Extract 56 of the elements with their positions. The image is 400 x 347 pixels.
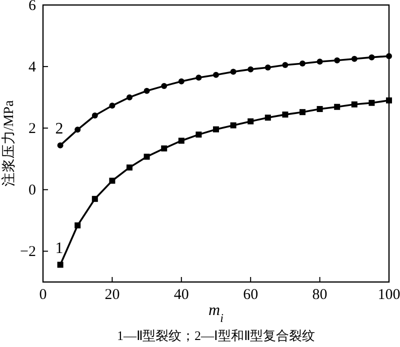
y-tick-label: 2 xyxy=(28,121,36,138)
y-axis-title: 注浆压力/MPa xyxy=(1,100,17,187)
point xyxy=(213,72,219,78)
point xyxy=(351,56,358,62)
x-tick-label: 0 xyxy=(39,287,47,303)
point xyxy=(264,114,271,121)
point xyxy=(144,154,150,160)
point xyxy=(282,62,288,68)
y-tick-label: 4 xyxy=(28,60,36,76)
y-tick-label: 6 xyxy=(28,0,36,14)
y-tick-label: 0 xyxy=(28,182,36,199)
point xyxy=(248,118,254,124)
point xyxy=(161,145,168,152)
y-tick-label: −2 xyxy=(20,244,36,260)
point xyxy=(92,112,98,118)
point xyxy=(144,88,150,94)
point xyxy=(230,68,236,75)
x-tick-label: 60 xyxy=(243,287,258,303)
point xyxy=(178,78,184,84)
x-tick-label: 80 xyxy=(312,287,328,303)
point xyxy=(282,112,288,118)
point xyxy=(300,109,306,116)
point xyxy=(196,132,202,138)
point xyxy=(109,102,116,109)
point xyxy=(248,66,254,72)
point xyxy=(213,126,219,132)
point xyxy=(368,100,375,106)
point xyxy=(230,122,236,128)
series-label: 1 xyxy=(55,240,64,257)
point xyxy=(368,54,375,60)
point xyxy=(57,262,64,268)
series-label: 2 xyxy=(55,120,64,138)
text: 1—Ⅱ型裂纹；2—Ⅰ型和Ⅱ型复合裂纹 xyxy=(117,328,315,343)
point xyxy=(178,138,184,144)
point xyxy=(351,101,358,108)
point xyxy=(57,142,64,148)
point xyxy=(334,57,340,64)
point xyxy=(126,94,132,100)
x-tick-label: 100 xyxy=(378,287,400,303)
x-tick-label: 20 xyxy=(104,287,120,303)
point xyxy=(386,53,392,60)
point xyxy=(300,60,306,66)
point xyxy=(334,104,340,110)
point xyxy=(316,106,323,112)
x-tick-label: 40 xyxy=(174,287,189,303)
point xyxy=(196,74,202,81)
point xyxy=(74,222,81,228)
point xyxy=(386,97,392,104)
point xyxy=(74,126,81,133)
point xyxy=(126,164,132,171)
x-axis-title: m$_{i}$ xyxy=(208,302,224,325)
point xyxy=(316,58,323,65)
point xyxy=(109,178,116,184)
point xyxy=(264,64,271,70)
point xyxy=(161,82,168,89)
point xyxy=(92,196,98,202)
